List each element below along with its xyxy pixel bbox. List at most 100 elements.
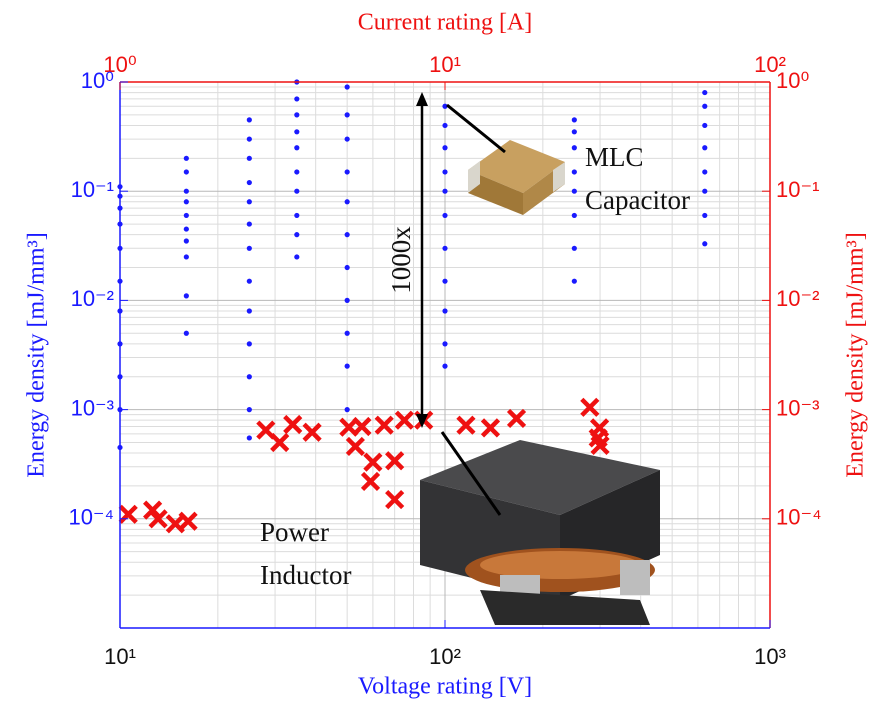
cross-marker [506,408,527,429]
dot-marker [246,341,252,347]
dot-marker [183,330,189,336]
dot-marker [344,232,350,238]
y-tick-label: 10⁻¹ [71,177,114,202]
dot-marker [442,169,448,175]
dot-marker [344,136,350,142]
dot-marker [571,169,577,175]
x2-axis-label: Current rating [A] [358,10,533,36]
dot-marker [183,199,189,205]
dot-marker [571,117,577,123]
dot-marker [344,297,350,303]
cross-marker [480,418,501,438]
dot-marker [442,212,448,219]
dot-marker [294,129,300,135]
dot-marker [344,84,350,90]
dot-marker [294,96,300,102]
dot-marker [344,330,350,336]
cross-marker [580,397,600,417]
dot-marker [246,278,252,284]
cross-marker [270,432,290,453]
dot-marker [442,278,448,284]
y-tick-label: 10⁻⁴ [68,505,114,530]
pointer-line [440,431,502,516]
dot-marker [442,103,448,109]
dot-marker [344,169,350,175]
marks [117,79,708,534]
y2-tick-label: 10⁻² [776,286,819,311]
dot-marker [344,199,350,205]
dot-marker [442,122,448,129]
dot-marker [294,145,300,151]
cross-marker [283,414,303,435]
dot-marker [344,112,350,118]
y-tick-label: 10⁻³ [71,395,114,420]
dot-marker [702,145,708,151]
cross-marker [178,511,198,531]
dot-marker [294,254,300,260]
cross-marker [590,435,610,455]
dot-marker [183,293,189,299]
dot-marker [344,264,350,271]
dot-marker [702,89,708,96]
x-tick-label: 10³ [754,644,786,669]
dot-marker [294,169,300,175]
dot-marker [294,112,300,118]
dot-marker [246,221,252,227]
dot-marker [442,341,448,347]
cross-marker [385,451,405,471]
dot-marker [442,145,448,151]
dot-marker [246,308,252,314]
dot-marker [294,232,300,238]
x2-tick-label: 10⁰ [103,52,136,77]
dot-marker [571,212,577,219]
inductor-image [420,440,660,625]
dot-marker [702,122,708,129]
x2-tick-label: 10² [754,52,786,77]
dot-marker [702,212,708,219]
dot-marker [344,363,350,369]
y-tick-label: 10⁰ [81,68,114,93]
dot-marker [246,374,252,380]
y2-tick-label: 10⁻⁴ [776,505,822,530]
annotation: 1000x [386,226,416,294]
dot-marker [571,145,577,151]
dot-marker [246,117,252,123]
dot-marker [183,238,189,244]
dot-marker [246,136,252,142]
dot-marker [702,103,708,109]
dot-marker [702,241,708,247]
annotation: Capacitor [585,185,690,215]
dot-marker [246,155,252,161]
dot-marker [442,245,448,251]
cross-marker [148,509,168,529]
cross-marker [394,410,414,430]
dot-marker [294,188,300,194]
cross-marker [345,436,365,457]
x-tick-label: 10¹ [104,644,136,669]
cross-marker [385,489,405,510]
annotation: Power [260,517,329,547]
dot-marker [246,179,252,186]
dot-marker [246,435,252,441]
pointer-line [446,103,506,154]
annotation: Inductor [260,560,351,590]
dot-marker [183,188,189,194]
dot-marker [442,308,448,314]
arrow-head [416,414,428,428]
x-axis-label: Voltage rating [V] [358,674,532,700]
dot-marker [571,278,577,284]
y2-tick-label: 10⁻¹ [776,177,819,202]
dot-marker [442,188,448,194]
dot-marker [183,212,189,219]
dot-marker [246,245,252,251]
cross-marker [374,415,394,435]
y2-axis-label: Energy density [mJ/mm³] [843,232,869,477]
cross-marker [118,504,138,524]
dot-marker [183,155,189,161]
x2-tick-label: 10¹ [429,52,461,77]
grid [119,81,771,628]
arrow-head [416,92,428,106]
capacitor-image [468,140,565,215]
cross-marker [456,415,476,435]
dot-marker [294,212,300,219]
